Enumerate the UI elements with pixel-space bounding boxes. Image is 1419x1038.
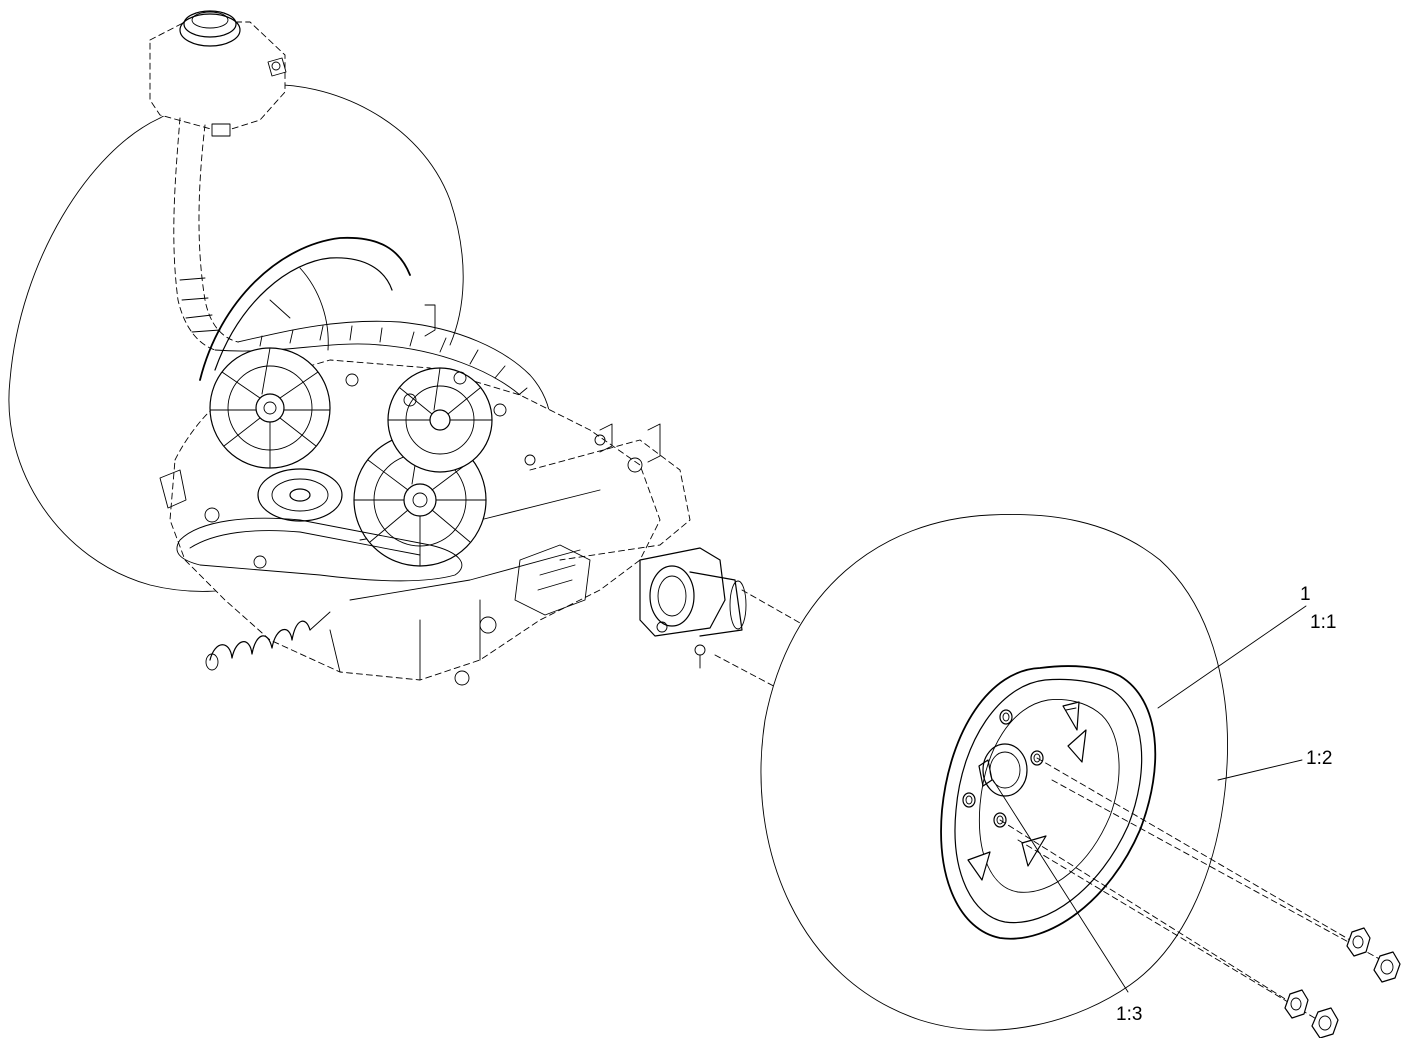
drive-pulleys (176, 468, 463, 582)
axle-hub (639, 547, 831, 701)
callout-label-1-2: 1:2 (1306, 748, 1332, 769)
callout-label-1-1: 1:1 (1310, 612, 1336, 633)
tension-spring (205, 611, 331, 671)
callout-1: 1 (1157, 584, 1311, 709)
cooling-fan-rear (387, 367, 493, 473)
lug-nuts[interactable] (999, 757, 1401, 1038)
left-wheel-rim (199, 236, 411, 381)
mounting-brackets (159, 304, 661, 686)
callout-1-3: 1:3 (992, 779, 1142, 1025)
hydraulic-reservoir (149, 10, 287, 137)
right-tire[interactable] (760, 513, 1228, 1031)
cooling-fan-left (209, 347, 331, 469)
callout-1-2: 1:2 (1217, 748, 1332, 781)
callout-label-1: 1 (1300, 584, 1311, 605)
callout-1-1: 1:1 (1310, 612, 1336, 633)
callout-label-1-3: 1:3 (1116, 1004, 1142, 1025)
